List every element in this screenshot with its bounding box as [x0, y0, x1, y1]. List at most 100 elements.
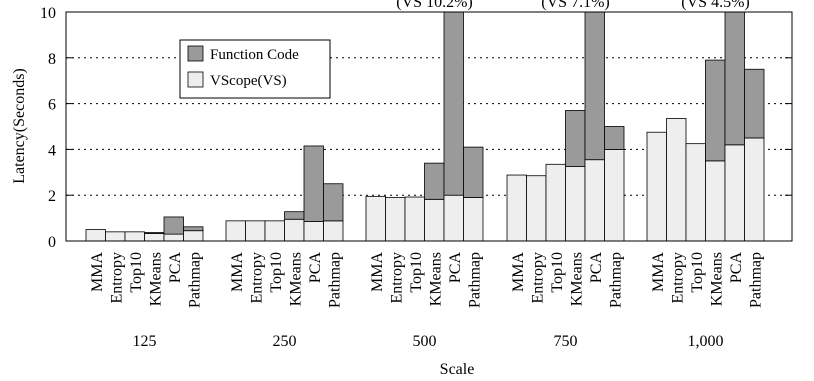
bar-category-label: Pathmap	[747, 252, 764, 308]
scale-group-label: 1,000	[688, 333, 724, 350]
bar-category-label: Top10	[549, 252, 566, 293]
bar-category-label: Pathmap	[466, 252, 483, 308]
bar-vscope	[584, 159, 605, 242]
y-tick-label: 2	[48, 188, 56, 205]
bar-vscope	[225, 220, 246, 242]
bar-vscope	[303, 221, 324, 242]
bar-vscope	[183, 230, 204, 242]
bar-function-code	[565, 110, 586, 167]
bar-category-label: Top10	[408, 252, 425, 293]
bar-category-label: MMA	[229, 252, 246, 292]
bar-vscope	[424, 198, 445, 242]
bar-category-label: Top10	[268, 252, 285, 293]
bar-vscope	[264, 220, 285, 242]
bar-category-label: KMeans	[427, 252, 444, 306]
bar-vscope	[463, 197, 484, 242]
bar-category-label: KMeans	[287, 252, 304, 306]
bar-category-label: Entropy	[529, 252, 546, 304]
y-tick-label: 10	[40, 5, 56, 22]
plot-frame	[65, 11, 793, 242]
bar-category-label: Top10	[689, 252, 706, 293]
bar-category-label: PCA	[307, 252, 324, 284]
bar-category-label: Entropy	[669, 252, 686, 304]
bar-vscope	[85, 229, 106, 242]
bar-function-code	[463, 146, 484, 198]
legend: Function Code VScope(VS)	[179, 39, 331, 99]
bar-category-label: MMA	[89, 252, 106, 292]
bar-category-label: MMA	[510, 252, 527, 292]
bar-vscope	[705, 160, 726, 242]
bar-category-label: Top10	[128, 252, 145, 293]
bar-category-label: Pathmap	[326, 252, 343, 308]
bar-vscope	[565, 166, 586, 242]
bar-function-code	[163, 216, 184, 235]
scale-group-label: 250	[273, 333, 297, 350]
legend-label: Function Code	[210, 47, 299, 63]
legend-swatch	[187, 71, 204, 88]
bar-category-label: MMA	[369, 252, 386, 292]
scale-group-label: 750	[554, 333, 578, 350]
y-tick-label: 6	[48, 97, 56, 114]
y-tick-label: 4	[48, 142, 56, 159]
bar-vscope	[724, 144, 745, 242]
legend-box	[179, 39, 331, 99]
scale-group-label: 500	[413, 333, 437, 350]
bar-annotation: (VS 7.1%)	[541, 0, 609, 11]
scale-group-label: 125	[133, 333, 157, 350]
bar-annotation: (VS 10.2%)	[396, 0, 472, 11]
bar-vscope	[545, 163, 566, 242]
bar-function-code	[424, 162, 445, 200]
bar-category-label: PCA	[588, 252, 605, 284]
bar-vscope	[245, 220, 266, 242]
bar-category-label: Pathmap	[186, 252, 203, 308]
bar-vscope	[685, 143, 706, 242]
bar-function-code	[144, 232, 165, 234]
bar-function-code	[705, 59, 726, 162]
bar-vscope	[144, 233, 165, 242]
bar-vscope	[506, 174, 527, 242]
bar-category-label: Entropy	[108, 252, 125, 304]
legend-label: VScope(VS)	[210, 73, 287, 89]
bar-vscope	[526, 175, 547, 242]
bar-function-code	[584, 11, 605, 161]
bar-vscope	[443, 194, 464, 242]
bar-function-code	[744, 68, 765, 139]
bar-category-label: MMA	[650, 252, 667, 292]
bar-function-code	[443, 11, 464, 196]
bar-category-label: KMeans	[708, 252, 725, 306]
bar-vscope	[404, 196, 425, 242]
bar-vscope	[105, 231, 126, 242]
bar-category-label: Pathmap	[607, 252, 624, 308]
bar-vscope	[604, 148, 625, 242]
bar-function-code	[284, 211, 305, 220]
bar-category-label: PCA	[167, 252, 184, 284]
bar-category-label: PCA	[728, 252, 745, 284]
bar-vscope	[385, 197, 406, 242]
bar-category-label: Entropy	[248, 252, 265, 304]
x-axis-label: Scale	[440, 361, 475, 378]
bar-category-label: KMeans	[147, 252, 164, 306]
bars	[85, 11, 765, 242]
bar-category-label: PCA	[447, 252, 464, 284]
y-tick-label: 0	[48, 234, 56, 251]
y-axis-label: Latency(Seconds)	[11, 68, 28, 184]
bar-function-code	[323, 183, 344, 222]
bar-category-label: KMeans	[568, 252, 585, 306]
bar-category-label: Entropy	[388, 252, 405, 304]
bar-function-code	[724, 11, 745, 146]
bar-annotation: (VS 4.5%)	[681, 0, 749, 11]
bar-vscope	[284, 218, 305, 242]
bar-function-code	[183, 226, 204, 232]
bar-vscope	[323, 220, 344, 242]
bar-function-code	[303, 145, 324, 222]
bar-vscope	[744, 137, 765, 242]
y-tick-label: 8	[48, 51, 56, 68]
legend-swatch	[187, 45, 204, 62]
axes	[65, 11, 793, 242]
bar-function-code	[604, 126, 625, 150]
bar-vscope	[365, 195, 386, 242]
bar-vscope	[646, 131, 667, 242]
bar-vscope	[124, 231, 145, 242]
